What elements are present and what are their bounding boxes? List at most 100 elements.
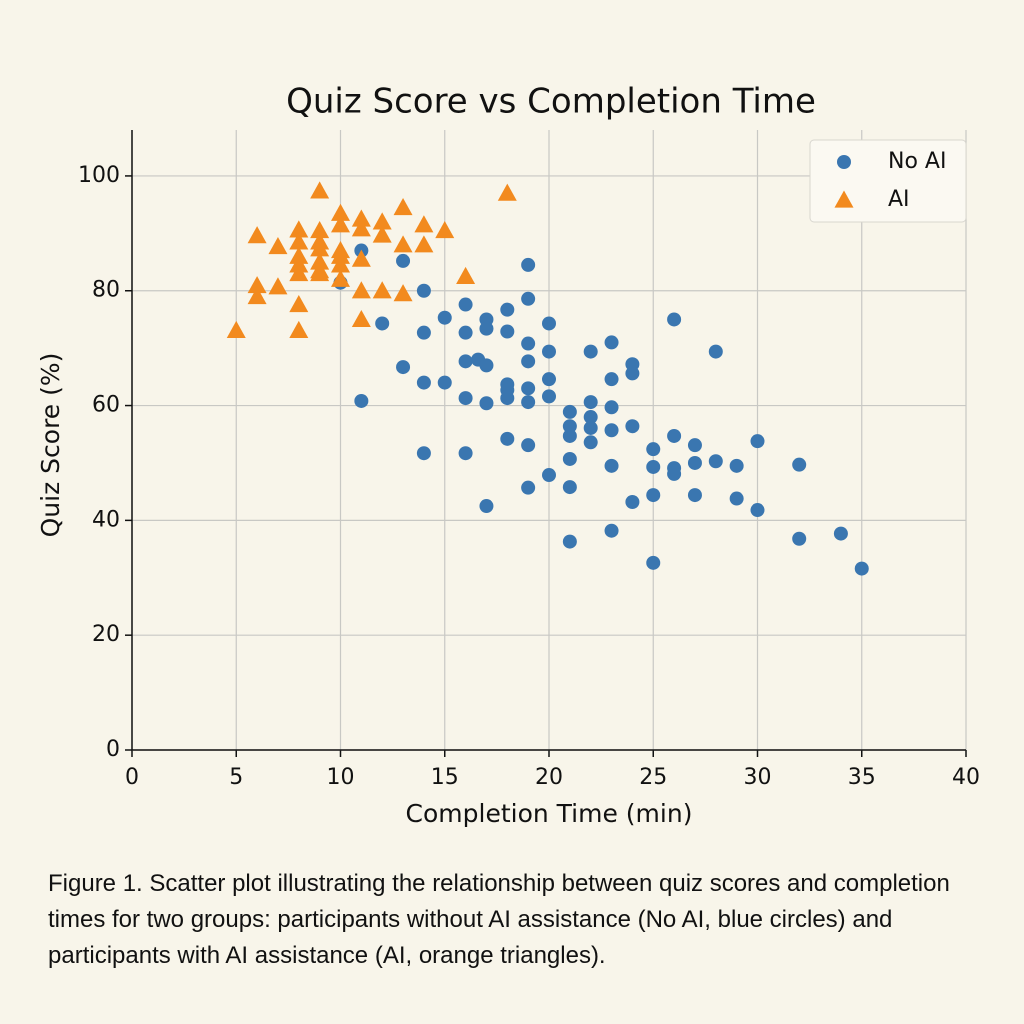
circle-marker <box>500 431 515 446</box>
triangle-marker <box>414 235 434 253</box>
circle-marker <box>521 257 536 272</box>
y-tick-label: 100 <box>78 163 120 188</box>
circle-marker <box>416 375 431 390</box>
triangle-marker <box>247 286 267 305</box>
circle-marker <box>583 410 598 425</box>
triangle-marker <box>435 220 455 239</box>
circle-marker <box>625 495 640 509</box>
circle-marker <box>396 360 411 375</box>
triangle-marker <box>268 277 288 295</box>
triangle-marker <box>393 235 413 253</box>
circle-marker <box>583 420 598 435</box>
x-tick-label: 20 <box>535 765 563 790</box>
circle-marker <box>667 312 682 327</box>
circle-marker <box>521 336 536 351</box>
x-tick-label: 5 <box>229 765 243 790</box>
y-tick-label: 40 <box>92 507 120 532</box>
circle-marker <box>521 291 536 306</box>
circle-marker <box>521 381 536 396</box>
triangle-marker <box>289 232 309 250</box>
circle-marker <box>708 454 723 469</box>
circle-marker <box>646 488 661 503</box>
circle-marker <box>646 459 661 474</box>
circle-marker <box>479 499 494 514</box>
circle-marker <box>583 435 598 450</box>
circle-marker <box>729 458 744 473</box>
legend-marker <box>837 155 851 169</box>
circle-marker <box>542 344 556 359</box>
triangle-marker <box>351 219 371 237</box>
circle-marker <box>437 375 452 390</box>
triangle-marker <box>351 281 371 299</box>
triangle-marker <box>351 309 371 328</box>
legend-label: No AI <box>888 149 946 174</box>
x-tick-label: 15 <box>431 765 459 790</box>
triangle-marker <box>393 198 413 216</box>
triangle-marker <box>310 239 330 257</box>
circle-marker <box>792 531 807 546</box>
legend: No AI AI <box>809 139 967 223</box>
legend-marker <box>834 190 854 208</box>
circle-marker <box>416 283 431 298</box>
circle-marker <box>542 316 556 331</box>
circle-marker <box>562 480 577 495</box>
y-tick-label: 20 <box>92 622 120 647</box>
circle-marker <box>479 396 494 411</box>
triangle-marker <box>497 183 517 201</box>
circle-marker <box>479 321 494 336</box>
circle-marker <box>500 324 515 339</box>
triangle-marker <box>372 212 392 230</box>
triangle-marker <box>289 264 309 282</box>
triangle-marker <box>331 255 350 273</box>
circle-marker <box>542 389 556 404</box>
triangle-marker <box>310 264 330 282</box>
circle-marker <box>583 344 598 359</box>
triangle-marker <box>331 203 350 221</box>
chart-title: Quiz Score vs Completion Time <box>286 82 816 122</box>
circle-marker <box>396 253 411 268</box>
circle-marker <box>604 458 619 473</box>
circle-marker <box>854 561 869 576</box>
circle-marker <box>458 391 473 406</box>
circle-marker <box>708 344 723 359</box>
x-tick-label: 25 <box>639 765 667 790</box>
x-axis-label: Completion Time (min) <box>406 799 693 828</box>
circle-marker <box>521 480 536 495</box>
triangle-marker <box>289 295 309 313</box>
x-tick-label: 30 <box>744 765 772 790</box>
circle-marker <box>562 404 577 419</box>
circle-marker <box>562 428 577 443</box>
circle-marker <box>521 354 536 369</box>
circle-marker <box>667 466 682 481</box>
x-tick-label: 0 <box>125 765 139 790</box>
triangle-marker <box>226 320 246 338</box>
circle-marker <box>542 372 556 387</box>
circle-marker <box>604 423 619 438</box>
circle-marker <box>375 316 390 331</box>
circle-marker <box>687 455 702 470</box>
y-tick-label: 80 <box>92 278 120 303</box>
circle-marker <box>604 523 619 538</box>
triangle-marker <box>289 255 309 273</box>
circle-marker <box>562 534 577 549</box>
circle-marker <box>500 302 515 317</box>
triangle-marker <box>351 249 371 267</box>
circle-marker <box>604 400 619 415</box>
circle-marker <box>521 438 536 453</box>
triangle-marker <box>310 252 330 270</box>
triangle-marker <box>289 320 309 338</box>
circle-marker <box>604 372 619 387</box>
x-tick-label: 10 <box>327 765 355 790</box>
circle-marker <box>687 488 702 503</box>
circle-marker <box>437 310 452 325</box>
circle-marker <box>604 335 619 350</box>
x-tick-label: 35 <box>848 765 876 790</box>
circle-marker <box>354 393 369 408</box>
y-tick-label: 60 <box>92 393 120 418</box>
y-axis-label: Quiz Score (%) <box>36 353 65 538</box>
circle-marker <box>667 428 682 443</box>
circle-marker <box>646 442 661 457</box>
triangle-marker <box>331 269 350 287</box>
circle-marker <box>500 391 515 406</box>
triangle-marker <box>247 276 267 294</box>
